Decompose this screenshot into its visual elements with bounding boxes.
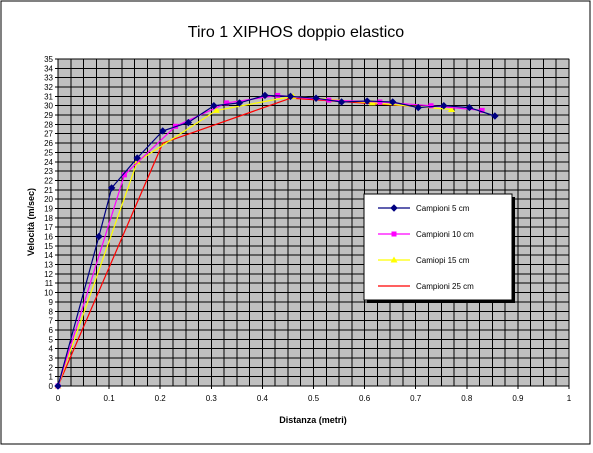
y-tick-label: 6	[49, 326, 54, 335]
grid-lines	[57, 58, 570, 387]
data-point	[224, 100, 230, 106]
legend-marker	[391, 231, 397, 237]
series-line	[57, 94, 496, 387]
y-tick-label: 15	[44, 242, 53, 251]
data-point	[121, 172, 127, 178]
data-point	[465, 103, 474, 112]
x-axis-title: Distanza (metri)	[279, 415, 347, 425]
y-tick-label: 31	[44, 92, 53, 101]
legend-label: Campioni 25 cm	[416, 282, 474, 291]
y-tick-label: 26	[44, 139, 53, 148]
y-tick-label: 1	[49, 373, 54, 382]
data-point	[261, 91, 269, 100]
data-point	[491, 112, 499, 120]
legend-entry: Camiopi 15 cm	[378, 256, 470, 265]
data-point	[133, 154, 141, 162]
data-point	[107, 184, 116, 192]
data-point	[212, 106, 220, 113]
y-tick-label: 14	[44, 251, 53, 260]
series-line	[57, 97, 419, 387]
x-tick-label: 0.4	[257, 394, 269, 403]
y-tick-label: 13	[44, 261, 53, 270]
y-tick-label: 29	[44, 111, 53, 120]
axes: 0123456789101112131415161718192021222324…	[44, 55, 572, 403]
data-point	[388, 98, 397, 106]
y-tick-label: 16	[44, 233, 53, 242]
y-tick-label: 22	[44, 176, 53, 185]
y-tick-label: 3	[49, 354, 54, 363]
y-tick-label: 19	[44, 204, 53, 213]
x-tick-label: 0.9	[512, 394, 524, 403]
y-tick-label: 0	[49, 382, 54, 391]
y-tick-label: 17	[44, 223, 53, 232]
series-layer	[54, 91, 499, 390]
data-point	[95, 232, 103, 241]
data-point	[447, 105, 455, 112]
x-tick-label: 0.8	[461, 394, 473, 403]
y-tick-label: 28	[44, 120, 53, 129]
legend-label: Camiopi 15 cm	[416, 256, 470, 265]
y-tick-label: 24	[44, 158, 53, 167]
y-tick-label: 23	[44, 167, 53, 176]
y-tick-label: 10	[44, 289, 53, 298]
data-point	[414, 103, 422, 112]
legend-box	[363, 193, 513, 301]
data-point	[159, 127, 167, 135]
y-tick-label: 2	[49, 363, 54, 372]
x-tick-label: 1	[567, 394, 572, 403]
legend-marker	[390, 256, 398, 263]
y-tick-label: 5	[49, 335, 54, 344]
data-point	[428, 103, 434, 109]
y-tick-label: 25	[44, 148, 53, 157]
data-point	[368, 99, 376, 106]
legend-entry: Campioni 5 cm	[378, 204, 470, 213]
data-point	[337, 98, 346, 106]
data-point	[312, 94, 320, 102]
x-tick-label: 0.2	[155, 394, 167, 403]
data-point	[184, 118, 193, 127]
legend-marker	[390, 204, 398, 212]
y-tick-label: 9	[49, 298, 54, 307]
y-tick-label: 35	[44, 55, 53, 64]
data-point	[54, 382, 62, 390]
data-point	[235, 99, 244, 107]
legend-entry: Campioni 25 cm	[378, 282, 474, 291]
y-tick-label: 8	[49, 307, 54, 316]
data-point	[440, 102, 448, 110]
chart-frame	[0, 0, 591, 445]
x-tick-label: 0.5	[308, 394, 320, 403]
x-tick-label: 0.6	[359, 394, 371, 403]
x-tick-label: 0.7	[410, 394, 422, 403]
x-tick-label: 0.3	[206, 394, 218, 403]
y-tick-label: 27	[44, 130, 53, 139]
y-tick-label: 12	[44, 270, 53, 279]
series-group	[57, 97, 419, 387]
x-tick-label: 0	[56, 394, 61, 403]
y-tick-label: 30	[44, 102, 53, 111]
y-tick-label: 32	[44, 83, 53, 92]
data-point	[286, 92, 295, 101]
series-line	[57, 95, 452, 387]
legend-entry: Campioni 10 cm	[378, 230, 474, 239]
y-tick-label: 4	[49, 345, 54, 354]
x-tick-label: 0.1	[104, 394, 116, 403]
legend: Campioni 5 cm Campioni 10 cm Camiopi 15 cm…	[363, 193, 515, 303]
y-tick-label: 20	[44, 195, 53, 204]
y-tick-label: 21	[44, 186, 53, 195]
data-point	[479, 107, 485, 113]
y-tick-label: 34	[44, 64, 53, 73]
y-axis-title: Velocità (m/sec)	[26, 188, 36, 256]
data-point	[210, 102, 218, 110]
y-tick-label: 33	[44, 74, 53, 83]
y-tick-label: 7	[49, 317, 54, 326]
series-group	[54, 91, 499, 390]
legend-label: Campioni 10 cm	[416, 230, 474, 239]
y-tick-label: 11	[45, 279, 54, 288]
legend-label: Campioni 5 cm	[416, 204, 470, 213]
data-point	[363, 97, 371, 105]
chart-title: Tiro 1 XIPHOS doppio elastico	[188, 24, 405, 41]
y-tick-label: 18	[44, 214, 53, 223]
